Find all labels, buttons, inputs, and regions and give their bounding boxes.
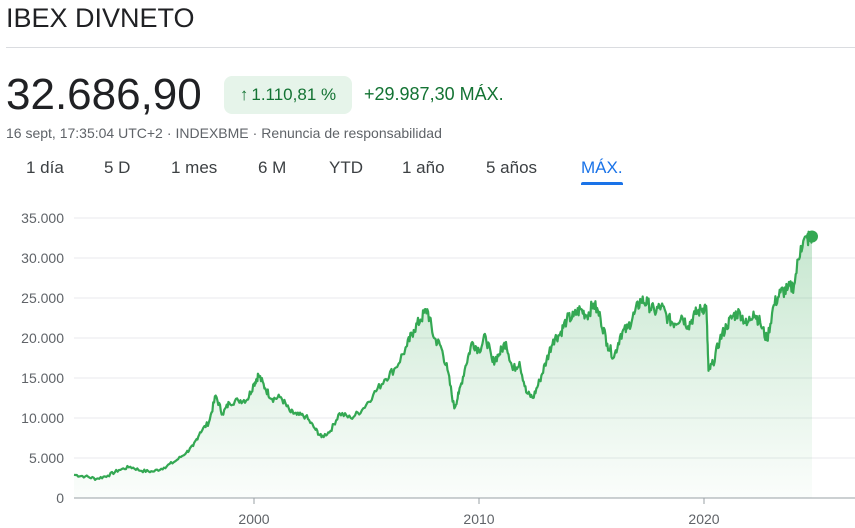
x-tick-label: 2010 xyxy=(463,511,494,527)
meta-separator: · xyxy=(252,125,258,141)
tab-max[interactable]: MÁX. xyxy=(581,155,623,185)
range-tabs: 1 día 5 D 1 mes 6 M YTD 1 año 5 años MÁX… xyxy=(0,155,855,189)
tab-1-year[interactable]: 1 año xyxy=(402,158,445,177)
price-chart[interactable]: 0 5.000 10.000 15.000 20.000 25.000 30.000 35.0… xyxy=(0,200,855,528)
y-tick-label: 20.000 xyxy=(21,330,64,346)
timestamp: 16 sept, 17:35:04 UTC+2 xyxy=(6,125,163,141)
disclaimer-link[interactable]: Renuncia de responsabilidad xyxy=(261,125,442,141)
current-price: 32.686,90 xyxy=(6,70,202,119)
y-tick-label: 30.000 xyxy=(21,250,64,266)
price-line xyxy=(73,230,814,481)
meta-separator: · xyxy=(166,125,172,141)
header-divider xyxy=(6,47,855,48)
change-percent-badge: ↑ 1.110,81 % xyxy=(224,76,352,114)
tab-5-years[interactable]: 5 años xyxy=(486,158,538,177)
exchange-name: INDEXBME xyxy=(175,125,249,141)
x-axis: 2000 2010 2020 xyxy=(238,498,720,527)
y-tick-label: 15.000 xyxy=(21,370,64,386)
y-tick-label: 5.000 xyxy=(29,450,64,466)
latest-price-dot xyxy=(806,230,818,243)
y-tick-label: 10.000 xyxy=(21,410,64,426)
x-tick-label: 2000 xyxy=(238,511,269,527)
x-tick-label: 2020 xyxy=(688,511,719,527)
tab-5-days[interactable]: 5 D xyxy=(104,158,131,177)
y-tick-label: 25.000 xyxy=(21,290,64,306)
change-percent-value: 1.110,81 % xyxy=(251,85,337,104)
tab-1-day[interactable]: 1 día xyxy=(26,158,64,177)
page-title: IBEX DIVNETO xyxy=(6,3,195,33)
tab-6-months[interactable]: 6 M xyxy=(258,158,287,177)
y-axis: 0 5.000 10.000 15.000 20.000 25.000 30.000 35.0… xyxy=(21,210,64,506)
price-area xyxy=(74,231,812,498)
y-tick-label: 0 xyxy=(56,490,64,506)
tab-ytd[interactable]: YTD xyxy=(329,158,363,177)
tab-1-month[interactable]: 1 mes xyxy=(171,158,218,177)
y-tick-label: 35.000 xyxy=(21,210,64,226)
quote-meta: 16 sept, 17:35:04 UTC+2 · INDEXBME · Renunci… xyxy=(6,125,442,141)
arrow-up-icon: ↑ xyxy=(239,85,249,104)
change-absolute: +29.987,30 MÁX. xyxy=(364,84,504,104)
